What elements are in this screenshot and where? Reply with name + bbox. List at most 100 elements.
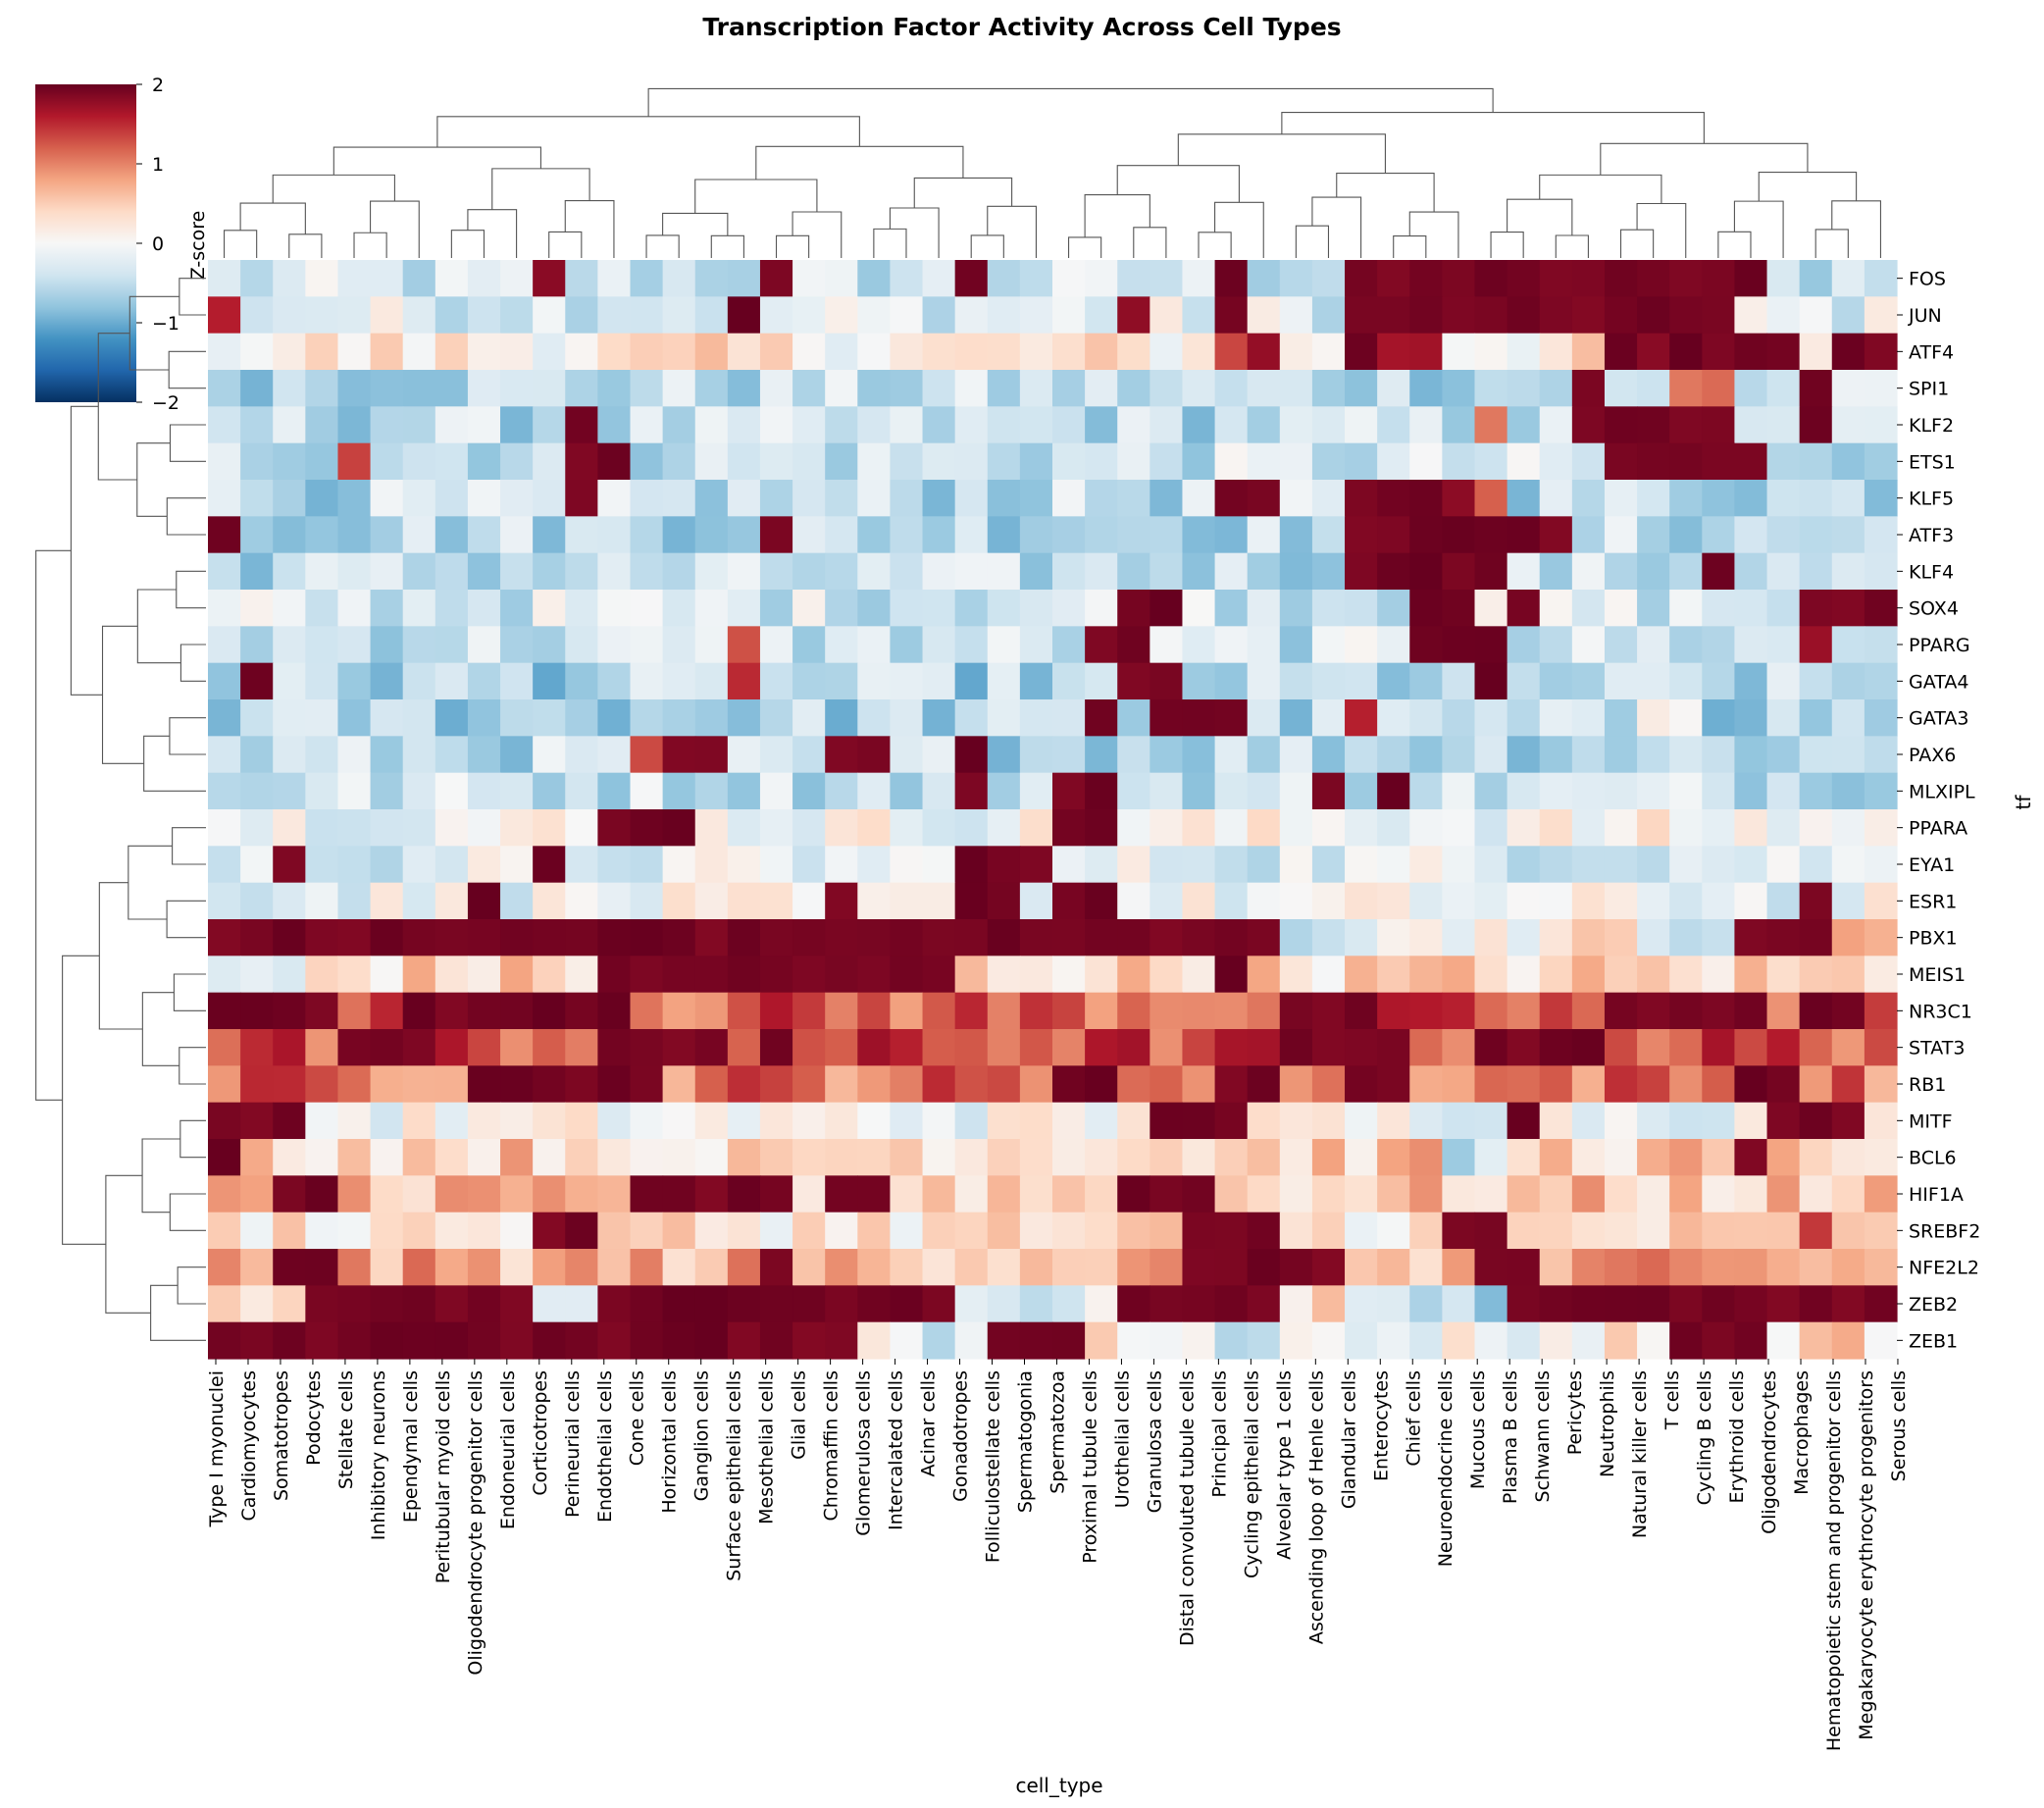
heatmap-cell	[1539, 1175, 1573, 1214]
row-label: NFE2L2	[1909, 1258, 1979, 1279]
column-label: Distal convoluted tubule cells	[1176, 1370, 1198, 1646]
heatmap-cell	[825, 992, 858, 1030]
heatmap-cell	[1734, 1029, 1768, 1066]
heatmap-cell	[337, 1029, 372, 1066]
heatmap-cell	[825, 260, 858, 297]
heatmap-cell	[1409, 370, 1443, 407]
dendrogram-link	[141, 992, 179, 1066]
column-label: Endothelial cells	[594, 1370, 616, 1523]
heatmap-cell	[1799, 516, 1833, 554]
heatmap-cell	[1214, 956, 1249, 994]
heatmap-cell	[1604, 1175, 1638, 1214]
dendrogram-link	[179, 1119, 206, 1159]
heatmap-cell	[1214, 699, 1249, 737]
column-label: Inhibitory neurons	[368, 1370, 389, 1540]
heatmap-cell	[1085, 956, 1118, 994]
heatmap-cell	[370, 1139, 404, 1176]
heatmap-cell	[1864, 1249, 1898, 1286]
heatmap-cell	[1734, 333, 1768, 371]
heatmap-cell	[1734, 956, 1768, 994]
heatmap-cell	[1507, 516, 1541, 554]
heatmap-cell	[890, 1285, 924, 1323]
heatmap-cell	[1279, 699, 1313, 737]
heatmap-cell	[792, 662, 826, 700]
heatmap-cell	[922, 516, 956, 554]
heatmap-cell	[1117, 1175, 1150, 1214]
heatmap-cell	[1019, 1065, 1053, 1104]
heatmap-cell	[1085, 442, 1118, 481]
heatmap-cell	[1214, 772, 1249, 810]
heatmap-cell	[1507, 662, 1541, 700]
heatmap-cell	[273, 1065, 306, 1104]
heatmap-cell	[1831, 260, 1865, 297]
heatmap-cell	[1474, 1029, 1508, 1066]
dendrogram-link	[128, 845, 173, 920]
dendrogram-link	[272, 174, 395, 204]
heatmap-cell	[1799, 1139, 1833, 1176]
heatmap-cell	[1766, 1249, 1801, 1286]
heatmap-cell	[1766, 480, 1801, 517]
heatmap-cell	[1279, 1321, 1313, 1360]
heatmap-cell	[727, 626, 761, 664]
heatmap-cell	[402, 626, 436, 664]
heatmap-cell	[1442, 260, 1476, 297]
heatmap-cell	[987, 442, 1021, 481]
heatmap-cell	[1507, 846, 1541, 884]
heatmap-cell	[792, 480, 826, 517]
heatmap-cell	[434, 406, 469, 444]
heatmap-cell	[954, 260, 989, 297]
heatmap-cell	[1539, 662, 1573, 700]
heatmap-cell	[1864, 662, 1898, 700]
heatmap-cell	[1831, 1065, 1865, 1104]
heatmap-cell	[337, 406, 372, 444]
heatmap-cell	[1702, 1212, 1736, 1250]
heatmap-cell	[857, 1285, 892, 1323]
heatmap-cell	[694, 370, 729, 407]
heatmap-cell	[954, 736, 989, 774]
heatmap-cell	[597, 516, 632, 554]
heatmap-cell	[434, 736, 469, 774]
heatmap-cell	[1085, 552, 1118, 591]
heatmap-cell	[1182, 442, 1216, 481]
heatmap-cell	[434, 442, 469, 481]
heatmap-cell	[987, 333, 1021, 371]
heatmap-cell	[1117, 1249, 1150, 1286]
heatmap-cell	[987, 846, 1021, 884]
heatmap-cell	[208, 772, 241, 810]
heatmap-cell	[1669, 699, 1703, 737]
heatmap-cell	[630, 662, 664, 700]
heatmap-cell	[1864, 370, 1898, 407]
heatmap-cell	[890, 662, 924, 700]
heatmap-cell	[1604, 1212, 1638, 1250]
column-label: Megakaryocyte erythrocyte progenitors	[1856, 1370, 1877, 1740]
heatmap-cell	[434, 882, 469, 920]
column-label: Ependymal cells	[400, 1370, 422, 1523]
heatmap-cell	[337, 662, 372, 700]
heatmap-cell	[1766, 1175, 1801, 1214]
heatmap-cell	[434, 1175, 469, 1214]
heatmap-cell	[1150, 296, 1184, 335]
heatmap-cell	[630, 1065, 664, 1104]
heatmap-cell	[565, 1175, 598, 1214]
heatmap-cell	[1247, 552, 1281, 591]
column-label: Podocytes	[303, 1370, 325, 1466]
heatmap-cell	[1409, 626, 1443, 664]
heatmap-cell	[1507, 956, 1541, 994]
heatmap-cell	[1766, 1321, 1801, 1360]
heatmap-cell	[1247, 296, 1281, 335]
heatmap-cell	[305, 260, 339, 297]
heatmap-cell	[337, 590, 372, 627]
heatmap-cell	[1247, 260, 1281, 297]
row-label: KLF4	[1909, 561, 1954, 583]
heatmap-cell	[337, 992, 372, 1030]
heatmap-cell	[1831, 626, 1865, 664]
dendrogram-link	[136, 442, 171, 517]
heatmap-cell	[759, 1139, 793, 1176]
heatmap-cell	[1150, 442, 1184, 481]
heatmap-cell	[857, 1212, 892, 1250]
heatmap-cell	[1734, 1139, 1768, 1176]
heatmap-cell	[1150, 772, 1184, 810]
heatmap-cell	[1571, 552, 1606, 591]
row-label: ZEB1	[1909, 1330, 1958, 1352]
heatmap-cell	[630, 260, 664, 297]
